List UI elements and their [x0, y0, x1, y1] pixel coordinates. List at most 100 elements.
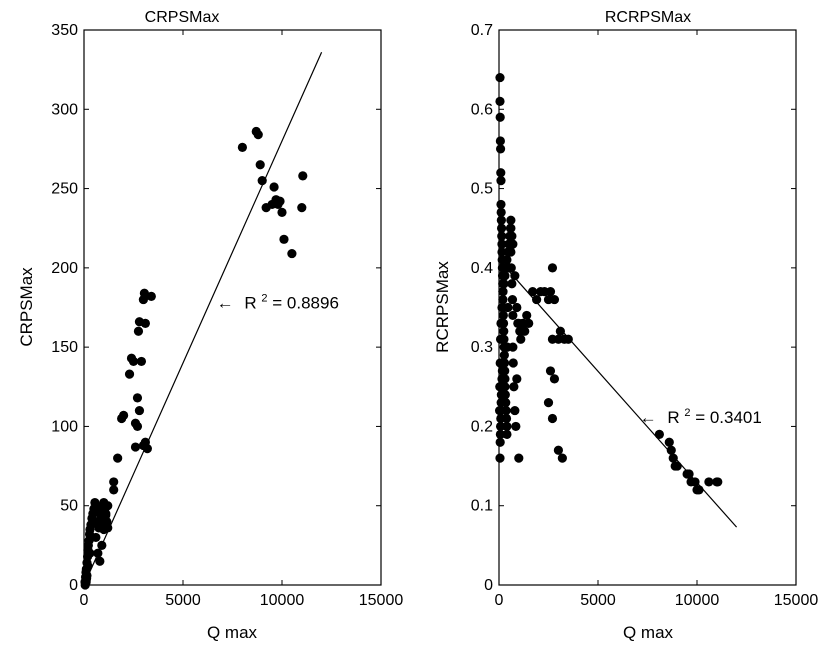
x-axis-title: Q max	[207, 623, 258, 642]
plot-frame	[83, 29, 382, 586]
y-tick-label: 250	[51, 181, 78, 198]
data-point	[297, 203, 307, 213]
data-point	[497, 231, 507, 241]
data-point	[509, 382, 519, 392]
data-point	[495, 72, 505, 83]
data-point	[237, 142, 247, 152]
plot-frame	[498, 29, 797, 586]
data-point	[83, 561, 93, 571]
data-point	[500, 271, 510, 281]
data-point	[512, 302, 522, 313]
data-point	[666, 445, 676, 455]
y-tick-label: 100	[51, 418, 78, 435]
data-point	[496, 398, 506, 408]
data-point	[91, 532, 101, 543]
data-point	[89, 516, 99, 527]
r-letter: R	[667, 408, 679, 427]
y-tick-label: 300	[51, 101, 78, 118]
data-point	[672, 461, 682, 471]
data-point	[85, 548, 95, 558]
data-point	[119, 410, 129, 420]
x-tick-label: 5000	[580, 592, 616, 609]
y-tick-label: 0.6	[471, 101, 493, 118]
data-point	[146, 291, 156, 301]
data-point	[654, 429, 664, 439]
data-point	[130, 418, 141, 428]
data-point	[298, 171, 308, 181]
r-squared-annotation: ← R 2 = 0.3401	[640, 401, 762, 427]
data-point	[99, 524, 109, 535]
y-tick-label: 200	[51, 260, 78, 277]
data-point	[495, 96, 505, 106]
data-point	[287, 248, 297, 259]
data-point	[510, 405, 520, 416]
x-tick-label: 0	[495, 592, 504, 609]
data-point	[506, 215, 516, 225]
data-point	[495, 421, 506, 432]
data-point	[520, 326, 530, 336]
y-tick-label: 0	[484, 577, 493, 594]
data-point	[501, 263, 511, 273]
chart-panel-rcrpsmax: RCRPSMax RCRPSMax Q max 0 5000 10000 15000 …	[433, 9, 818, 642]
data-point	[497, 239, 507, 249]
data-points	[80, 126, 308, 590]
data-point	[555, 326, 565, 336]
data-point	[690, 477, 700, 487]
data-point	[140, 318, 150, 328]
data-point	[496, 390, 506, 400]
data-point	[508, 358, 518, 368]
data-point	[508, 239, 518, 249]
data-point	[549, 374, 560, 384]
data-point	[140, 437, 150, 447]
data-point	[510, 271, 520, 281]
data-point	[496, 413, 506, 424]
data-point	[512, 374, 522, 384]
data-point	[497, 366, 507, 376]
x-tick-label: 10000	[675, 592, 720, 609]
data-point	[255, 160, 265, 170]
r-superscript: 2	[684, 407, 690, 419]
x-axis-title: Q max	[623, 623, 674, 642]
data-point	[502, 255, 512, 265]
x-ticks: 0 5000 10000 15000	[495, 30, 818, 609]
data-point	[545, 287, 556, 297]
data-point	[516, 334, 526, 344]
y-tick-label: 0.1	[471, 498, 493, 515]
data-point	[547, 413, 558, 424]
data-point	[495, 382, 505, 392]
data-point	[253, 130, 263, 140]
data-point	[139, 288, 149, 298]
arrow-glyph: ←	[640, 408, 657, 427]
data-point	[132, 393, 143, 403]
data-point	[664, 437, 674, 447]
y-tick-label: 350	[51, 22, 78, 39]
data-point	[497, 374, 507, 384]
data-point	[495, 429, 505, 439]
data-point	[503, 247, 513, 257]
data-point	[507, 294, 518, 305]
data-point	[532, 294, 542, 305]
data-point	[528, 287, 538, 297]
x-tick-label: 0	[80, 592, 89, 609]
data-point	[713, 477, 723, 487]
r-value: = 0.3401	[695, 408, 762, 427]
y-tick-label: 0.4	[471, 260, 493, 277]
data-point	[508, 310, 518, 321]
data-point	[109, 485, 119, 495]
data-point	[507, 231, 517, 241]
data-point	[543, 398, 554, 408]
data-point	[545, 366, 556, 376]
data-point	[514, 453, 524, 463]
chart-panel-crpsmax: CRPSMax CRPSMax Q max 0 5000 10000 15000 0 5…	[17, 9, 403, 642]
y-tick-label: 0	[69, 577, 78, 594]
y-tick-label: 150	[51, 339, 78, 356]
y-axis-title: RCRPSMax	[433, 261, 452, 353]
data-point	[498, 310, 508, 321]
y-tick-label: 0.3	[471, 339, 493, 356]
data-point	[553, 445, 564, 455]
data-point	[136, 356, 147, 367]
y-tick-label: 0.2	[471, 418, 493, 435]
data-point	[499, 350, 509, 360]
data-point	[495, 144, 506, 154]
data-point	[109, 477, 119, 487]
